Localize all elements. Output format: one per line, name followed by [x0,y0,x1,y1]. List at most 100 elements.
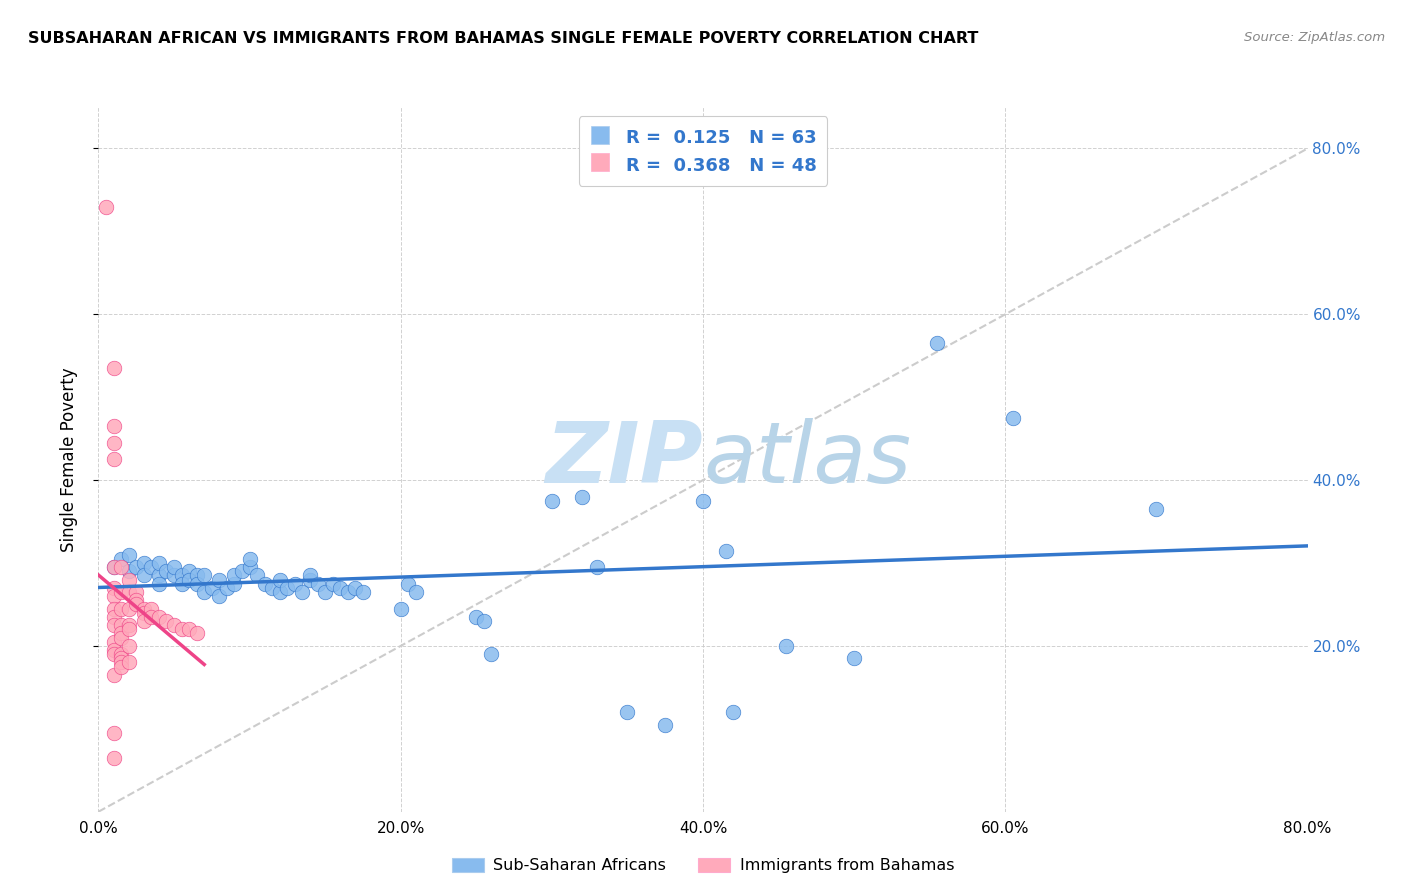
Point [118,639,141,653]
Point [103,643,125,657]
Point [118,618,141,632]
Point [262,581,284,595]
Point [224,568,246,582]
Point [132,556,155,570]
Legend: Sub-Saharan Africans, Immigrants from Bahamas: Sub-Saharan Africans, Immigrants from Ba… [446,851,960,880]
Point [344,581,367,595]
Point [125,593,148,607]
Point [163,618,186,632]
Point [239,560,262,574]
Point [103,618,125,632]
Point [465,610,488,624]
Point [231,564,253,578]
Point [571,490,593,504]
Point [141,601,163,615]
Point [1144,502,1167,516]
Point [163,568,186,582]
Point [103,419,125,434]
Point [314,585,336,599]
Point [118,573,141,587]
Point [269,585,291,599]
Point [472,614,495,628]
Point [118,564,141,578]
Text: SUBSAHARAN AFRICAN VS IMMIGRANTS FROM BAHAMAS SINGLE FEMALE POVERTY CORRELATION : SUBSAHARAN AFRICAN VS IMMIGRANTS FROM BA… [28,31,979,46]
Point [540,493,562,508]
Point [193,568,215,582]
Point [284,576,307,591]
Point [125,585,148,599]
Point [208,589,231,603]
Point [110,601,132,615]
Point [170,576,193,591]
Point [110,647,132,661]
Point [110,656,132,670]
Point [118,623,141,637]
Point [103,589,125,603]
Point [179,573,201,587]
Point [110,659,132,673]
Point [692,493,714,508]
Point [616,705,638,719]
Point [118,601,141,615]
Point [239,552,262,566]
Point [118,585,141,599]
Point [170,623,193,637]
Point [148,556,170,570]
Point [389,601,412,615]
Point [103,668,125,682]
Point [299,573,322,587]
Point [276,581,298,595]
Point [110,631,132,645]
Point [141,610,163,624]
Point [110,552,132,566]
Point [132,614,155,628]
Point [110,651,132,665]
Y-axis label: Single Female Poverty: Single Female Poverty [59,368,77,551]
Point [927,336,949,351]
Point [329,581,352,595]
Point [396,576,419,591]
Point [132,601,155,615]
Point [103,560,125,574]
Point [336,585,359,599]
Point [1001,411,1024,425]
Point [103,361,125,376]
Point [103,647,125,661]
Point [148,610,170,624]
Point [103,581,125,595]
Point [118,548,141,562]
Point [110,626,132,640]
Point [844,651,866,665]
Point [322,576,344,591]
Point [110,560,132,574]
Point [269,573,291,587]
Point [775,639,797,653]
Point [94,200,117,214]
Point [110,585,132,599]
Point [179,564,201,578]
Point [132,568,155,582]
Point [186,576,208,591]
Point [481,647,503,661]
Point [201,581,224,595]
Point [186,626,208,640]
Point [215,581,238,595]
Point [132,606,155,620]
Point [110,618,132,632]
Point [405,585,427,599]
Point [103,610,125,624]
Text: Source: ZipAtlas.com: Source: ZipAtlas.com [1244,31,1385,45]
Point [125,598,148,612]
Point [291,585,314,599]
Legend: R =  0.125   N = 63, R =  0.368   N = 48: R = 0.125 N = 63, R = 0.368 N = 48 [579,116,827,186]
Point [103,726,125,740]
Point [193,585,215,599]
Point [307,576,329,591]
Text: ZIP: ZIP [546,417,703,501]
Point [299,568,322,582]
Point [246,568,269,582]
Point [103,435,125,450]
Point [714,543,737,558]
Point [163,560,186,574]
Point [586,560,609,574]
